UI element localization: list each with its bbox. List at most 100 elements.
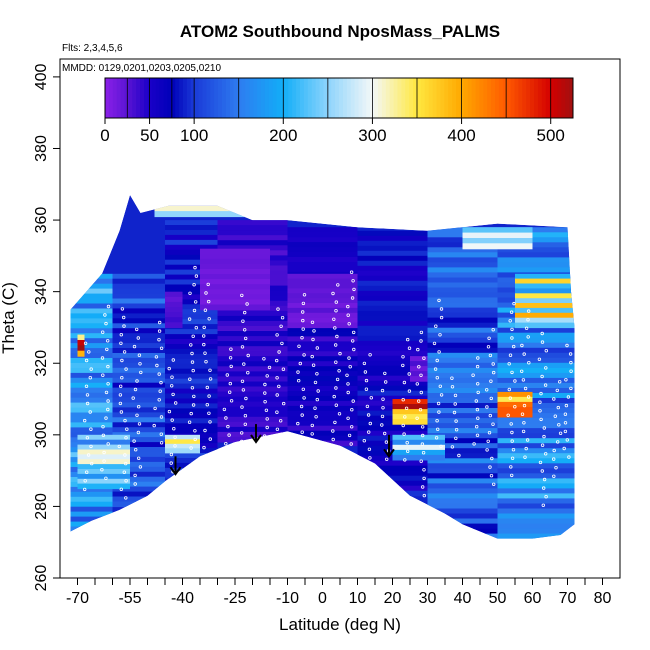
colorbar-segment [366,78,371,118]
track-point [512,344,516,349]
heatmap-cell [200,263,270,270]
track-point [105,339,110,343]
heatmap-cell [427,523,498,530]
track-point [348,476,352,481]
track-point [226,424,230,429]
track-point [491,422,495,426]
track-point [222,407,227,412]
heatmap-cell [165,324,218,330]
colorbar-segment [514,78,519,118]
heatmap-cell [70,283,113,290]
heatmap-cell [357,335,428,342]
track-point [104,416,108,420]
track-point [508,353,513,357]
heatmap-cell [70,298,113,305]
heatmap-cell [497,478,575,484]
track-point [106,364,110,369]
track-point [520,412,525,416]
track-point [565,438,569,442]
track-point [552,448,556,453]
heatmap-cell [70,402,113,409]
track-point [335,334,339,339]
heatmap-cell [70,521,113,528]
track-point [229,347,233,351]
track-point [569,386,573,391]
heatmap-cell [165,408,218,414]
track-point [474,399,478,403]
track-point [204,463,209,467]
track-point [521,378,526,382]
track-point [368,456,372,460]
heatmap-cell [112,491,165,498]
track-point [520,369,524,373]
descent-arrow [169,456,182,476]
track-point [299,439,303,443]
heatmap-cell [287,283,358,289]
heatmap-cell [357,310,428,317]
colorbar-segment [233,78,239,118]
heatmap-cell [217,366,288,372]
track-point [436,401,441,406]
track-point [120,358,124,363]
track-point [240,379,245,383]
track-point [205,403,209,407]
track-point [132,439,136,443]
heatmap-cell [217,240,288,246]
track-point [407,372,411,376]
track-point [205,385,209,390]
colorbar-segment [569,78,574,118]
track-point [552,397,556,401]
heatmap-cell [112,471,165,478]
heatmap-cell [427,287,498,294]
colorbar-segment [557,78,562,118]
colorbar-segment [296,78,301,118]
heatmap-cell [462,243,533,250]
heatmap-cell [165,434,200,440]
track-point [187,420,192,424]
colorbar-segment [534,78,539,118]
heatmap-cell [287,410,358,417]
heatmap-cell [427,342,498,349]
heatmap-cell [165,462,218,469]
heatmap-cell [392,439,445,446]
colorbar-segment [339,78,344,118]
colorbar-segment [120,78,125,118]
track-point [417,365,421,369]
track-point [419,330,424,335]
track-point [334,300,338,304]
heatmap-cell [427,292,498,299]
track-point [364,387,369,391]
track-point [275,393,279,397]
track-point [488,465,492,469]
track-point [417,399,421,403]
heatmap-cell [427,347,498,354]
colorbar-segment [502,78,508,118]
track-point [105,347,109,352]
track-point [524,326,529,330]
heatmap-cell [165,448,200,454]
y-axis-label: Theta (C) [0,282,18,354]
track-point [194,274,199,278]
heatmap-cell [287,266,358,273]
track-point [207,411,211,415]
track-point [563,421,568,425]
heatmap-cell [427,418,498,424]
heatmap-cell [427,428,498,434]
heatmap-cell [165,398,218,405]
heatmap-cell [165,220,218,226]
heatmap-cell [217,336,288,342]
track-point [299,404,304,409]
heatmap-cell [427,388,498,394]
heatmap-cell [165,339,218,345]
track-point [88,410,92,414]
track-point [208,420,212,424]
heatmap-cell [357,245,428,252]
heatmap-cell [427,398,498,404]
track-point [240,345,245,349]
heatmap-cell [287,346,358,352]
heatmap-cell [392,404,428,410]
heatmap-cell [200,299,270,306]
heatmap-cell [357,275,428,282]
heatmap-cell [217,310,288,317]
heatmap-cell [217,396,288,403]
